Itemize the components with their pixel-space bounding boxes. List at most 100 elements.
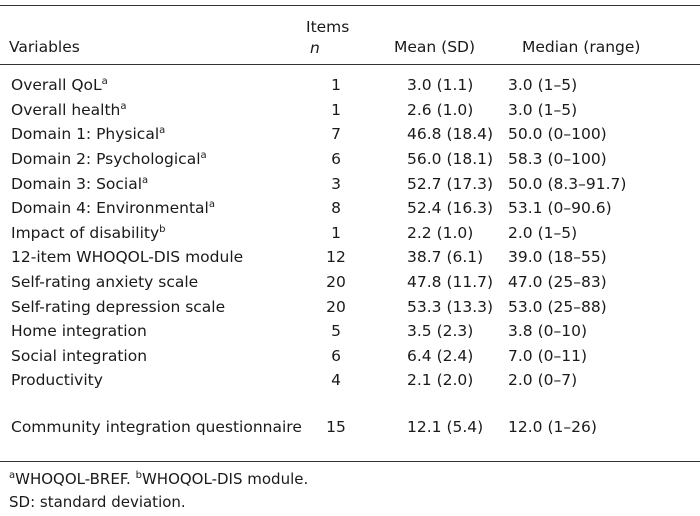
row-items: 3 xyxy=(311,171,361,196)
table-top-rule xyxy=(0,5,700,6)
row-mean-sd: 52.4 (16.3) xyxy=(361,196,502,221)
table-row: Impact of disabilityb 1 2.2 (1.0) 2.0 (1–5) xyxy=(0,221,626,246)
row-mean-sd-text: 52.4 (16.3) xyxy=(407,199,494,218)
row-median-range-text: 53.1 (0–90.6) xyxy=(508,199,612,218)
row-mean-sd-text: 52.7 (17.3) xyxy=(407,174,494,193)
row-mean-sd-text: 2.2 (1.0) xyxy=(407,223,474,242)
row-median-range: 50.0 (0–100) xyxy=(502,122,626,147)
header-variables: Variables xyxy=(9,38,80,56)
results-table: Overall QoLa 1 3.0 (1.1) 3.0 (1–5) Overall h… xyxy=(0,73,626,439)
row-median-range-text: 53.0 (25–88) xyxy=(508,297,607,316)
row-median-range: 7.0 (0–11) xyxy=(502,344,626,369)
row-footnote-mark: a xyxy=(120,100,127,112)
row-items-text: 1 xyxy=(331,100,341,119)
row-mean-sd: 53.3 (13.3) xyxy=(361,294,502,319)
footnote-a-mark: a xyxy=(9,470,16,481)
header-items: Items xyxy=(306,18,350,36)
row-median-range: 3.0 (1–5) xyxy=(502,98,626,123)
row-items-text: 7 xyxy=(331,125,341,144)
row-mean-sd: 6.4 (2.4) xyxy=(361,344,502,369)
footnote-sources: aWHOQOL-BREF. bWHOQOL-DIS module. xyxy=(9,469,308,489)
row-median-range: 58.3 (0–100) xyxy=(502,147,626,172)
row-mean-sd-text: 3.5 (2.3) xyxy=(407,322,474,341)
row-median-range-text: 50.0 (0–100) xyxy=(508,125,607,144)
row-mean-sd: 38.7 (6.1) xyxy=(361,245,502,270)
row-footnote-mark: a xyxy=(101,76,108,88)
row-footnote-mark: a xyxy=(200,150,207,162)
row-mean-sd: 46.8 (18.4) xyxy=(361,122,502,147)
row-label: Domain 1: Physicala xyxy=(0,122,311,147)
row-label: Overall healtha xyxy=(0,98,311,123)
row-median-range: 53.1 (0–90.6) xyxy=(502,196,626,221)
row-items-text: 3 xyxy=(331,174,341,193)
row-mean-sd-text: 3.0 (1.1) xyxy=(407,76,474,95)
row-median-range-text: 3.0 (1–5) xyxy=(508,100,578,119)
table-row: Self-rating depression scale 20 53.3 (13.3… xyxy=(0,294,626,319)
row-median-range: 3.0 (1–5) xyxy=(502,73,626,98)
row-mean-sd: 3.5 (2.3) xyxy=(361,319,502,344)
row-label-text: Self-rating anxiety scale xyxy=(11,273,199,292)
row-items-text: 20 xyxy=(326,273,346,292)
row-items: 15 xyxy=(311,393,361,439)
table-row: Domain 1: Physicala 7 46.8 (18.4) 50.0 (0–1… xyxy=(0,122,626,147)
footnote-sd: SD: standard deviation. xyxy=(9,493,186,511)
row-median-range-text: 3.8 (0–10) xyxy=(508,322,588,341)
row-label-text: Productivity xyxy=(11,371,103,390)
row-median-range-text: 2.0 (1–5) xyxy=(508,223,578,242)
footnote-a-text: WHOQOL-BREF. xyxy=(15,470,136,488)
row-label: Domain 3: Sociala xyxy=(0,171,311,196)
table-row: Social integration 6 6.4 (2.4) 7.0 (0–11) xyxy=(0,344,626,369)
row-mean-sd-text: 47.8 (11.7) xyxy=(407,273,494,292)
row-items: 1 xyxy=(311,73,361,98)
table-row: Domain 2: Psychologicala 6 56.0 (18.1) 58.3… xyxy=(0,147,626,172)
row-items: 1 xyxy=(311,221,361,246)
row-mean-sd: 2.2 (1.0) xyxy=(361,221,502,246)
row-items-text: 4 xyxy=(331,371,341,390)
row-mean-sd-text: 2.6 (1.0) xyxy=(407,100,474,119)
row-items-text: 6 xyxy=(331,346,341,365)
table-body: Overall QoLa 1 3.0 (1.1) 3.0 (1–5) Overall h… xyxy=(0,73,626,439)
row-mean-sd: 2.6 (1.0) xyxy=(361,98,502,123)
row-label-text: Domain 3: Social xyxy=(11,174,143,193)
row-label: Community integration questionnaire xyxy=(0,393,311,439)
row-label-text: Impact of disability xyxy=(11,223,160,242)
table-row: Community integration questionnaire 15 12.… xyxy=(0,393,626,439)
table-bottom-rule xyxy=(0,461,700,462)
row-items-text: 20 xyxy=(326,297,346,316)
row-label-text: 12-item WHOQOL-DIS module xyxy=(11,248,244,267)
row-items-text: 1 xyxy=(331,223,341,242)
row-items: 12 xyxy=(311,245,361,270)
row-median-range-text: 2.0 (0–7) xyxy=(508,371,578,390)
row-items: 8 xyxy=(311,196,361,221)
row-label-text: Domain 2: Psychological xyxy=(11,150,201,169)
row-mean-sd: 3.0 (1.1) xyxy=(361,73,502,98)
row-mean-sd-text: 53.3 (13.3) xyxy=(407,297,494,316)
header-mean-sd: Mean (SD) xyxy=(394,38,476,56)
row-label: Social integration xyxy=(0,344,311,369)
row-mean-sd-text: 46.8 (18.4) xyxy=(407,125,494,144)
table-row: Home integration 5 3.5 (2.3) 3.8 (0–10) xyxy=(0,319,626,344)
table-row: Domain 3: Sociala 3 52.7 (17.3) 50.0 (8.3–9… xyxy=(0,171,626,196)
row-label: Self-rating anxiety scale xyxy=(0,270,311,295)
row-footnote-mark: a xyxy=(208,199,216,211)
row-label-text: Social integration xyxy=(11,346,148,365)
row-items: 4 xyxy=(311,368,361,393)
row-median-range-text: 7.0 (0–11) xyxy=(508,346,588,365)
row-mean-sd-text: 6.4 (2.4) xyxy=(407,346,474,365)
row-median-range: 39.0 (18–55) xyxy=(502,245,626,270)
row-items-text: 15 xyxy=(326,417,346,436)
table-row: Domain 4: Environmentala 8 52.4 (16.3) 53.1… xyxy=(0,196,626,221)
row-mean-sd: 2.1 (2.0) xyxy=(361,368,502,393)
row-median-range-text: 39.0 (18–55) xyxy=(508,248,607,267)
footnote-b-text: WHOQOL-DIS module. xyxy=(141,470,309,488)
row-items-text: 8 xyxy=(331,199,341,218)
table-row: Self-rating anxiety scale 20 47.8 (11.7) 47… xyxy=(0,270,626,295)
row-footnote-mark: b xyxy=(159,223,166,235)
row-items-text: 6 xyxy=(331,150,341,169)
row-items-text: 5 xyxy=(331,322,341,341)
row-median-range: 2.0 (0–7) xyxy=(502,368,626,393)
row-mean-sd: 12.1 (5.4) xyxy=(361,393,502,439)
row-label: 12-item WHOQOL-DIS module xyxy=(0,245,311,270)
row-median-range-text: 58.3 (0–100) xyxy=(508,150,607,169)
row-items: 20 xyxy=(311,294,361,319)
